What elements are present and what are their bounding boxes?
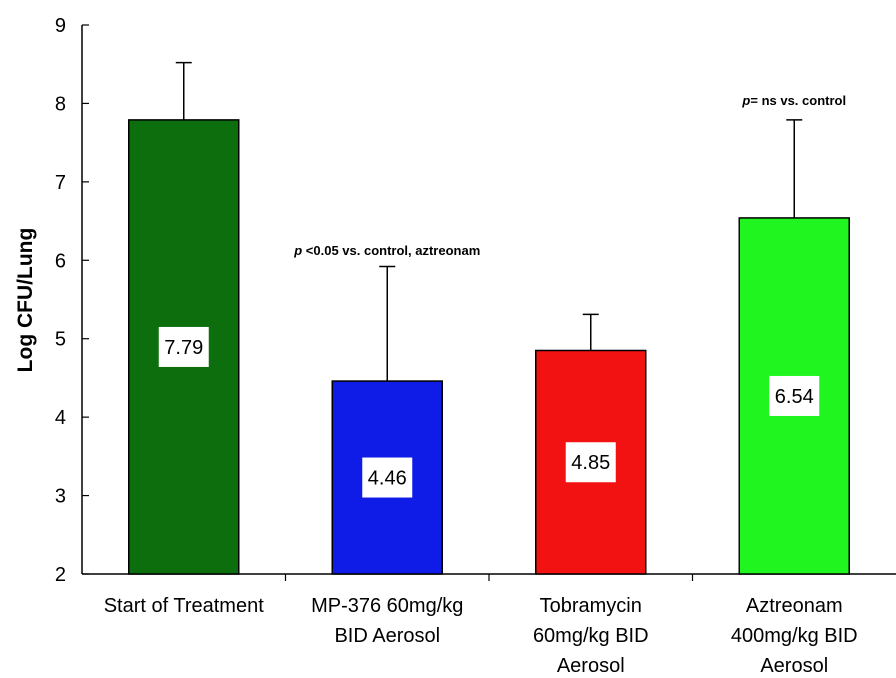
- x-category-label: 400mg/kg BID: [731, 625, 858, 647]
- annotation-text: = ns vs. control: [750, 93, 846, 108]
- x-category-label: Start of Treatment: [104, 595, 265, 617]
- data-label-box: [565, 442, 616, 483]
- y-tick-label: 9: [55, 15, 66, 37]
- y-tick-label: 8: [55, 93, 66, 115]
- data-label: 7.79: [164, 337, 203, 359]
- annotation-p-symbol: p: [293, 243, 302, 258]
- x-category-label: MP-376 60mg/kg: [311, 595, 463, 617]
- annotation-text: <0.05 vs. control, aztreonam: [302, 243, 480, 258]
- data-label-box: [769, 375, 820, 416]
- annotation-p-symbol: p: [741, 93, 750, 108]
- data-label: 6.54: [775, 386, 814, 408]
- significance-annotation: p <0.05 vs. control, aztreonam: [293, 243, 480, 258]
- x-category-label: Tobramycin: [540, 595, 642, 617]
- data-label-box: [362, 457, 413, 498]
- x-category-label: 60mg/kg BID: [533, 625, 649, 647]
- x-category-label: Aerosol: [557, 655, 625, 677]
- y-tick-label: 5: [55, 329, 66, 351]
- y-tick-label: 3: [55, 486, 66, 508]
- x-category-label: Aerosol: [760, 655, 828, 677]
- y-tick-label: 2: [55, 564, 66, 586]
- plot-area: 2 3 4 5 6 7 8 9 7.79 Start of Treatment 4.46 MP-376…: [55, 15, 896, 677]
- x-category-label: Aztreonam: [746, 595, 843, 617]
- data-label: 4.85: [571, 452, 610, 474]
- y-tick-label: 7: [55, 172, 66, 194]
- x-category-label: BID Aerosol: [334, 625, 440, 647]
- significance-annotation: p= ns vs. control: [741, 93, 846, 108]
- data-label: 4.46: [368, 468, 407, 490]
- data-label-box: [158, 326, 209, 367]
- y-tick-label: 4: [55, 407, 66, 429]
- y-axis-title: Log CFU/Lung: [14, 228, 37, 373]
- y-tick-label: 6: [55, 250, 66, 272]
